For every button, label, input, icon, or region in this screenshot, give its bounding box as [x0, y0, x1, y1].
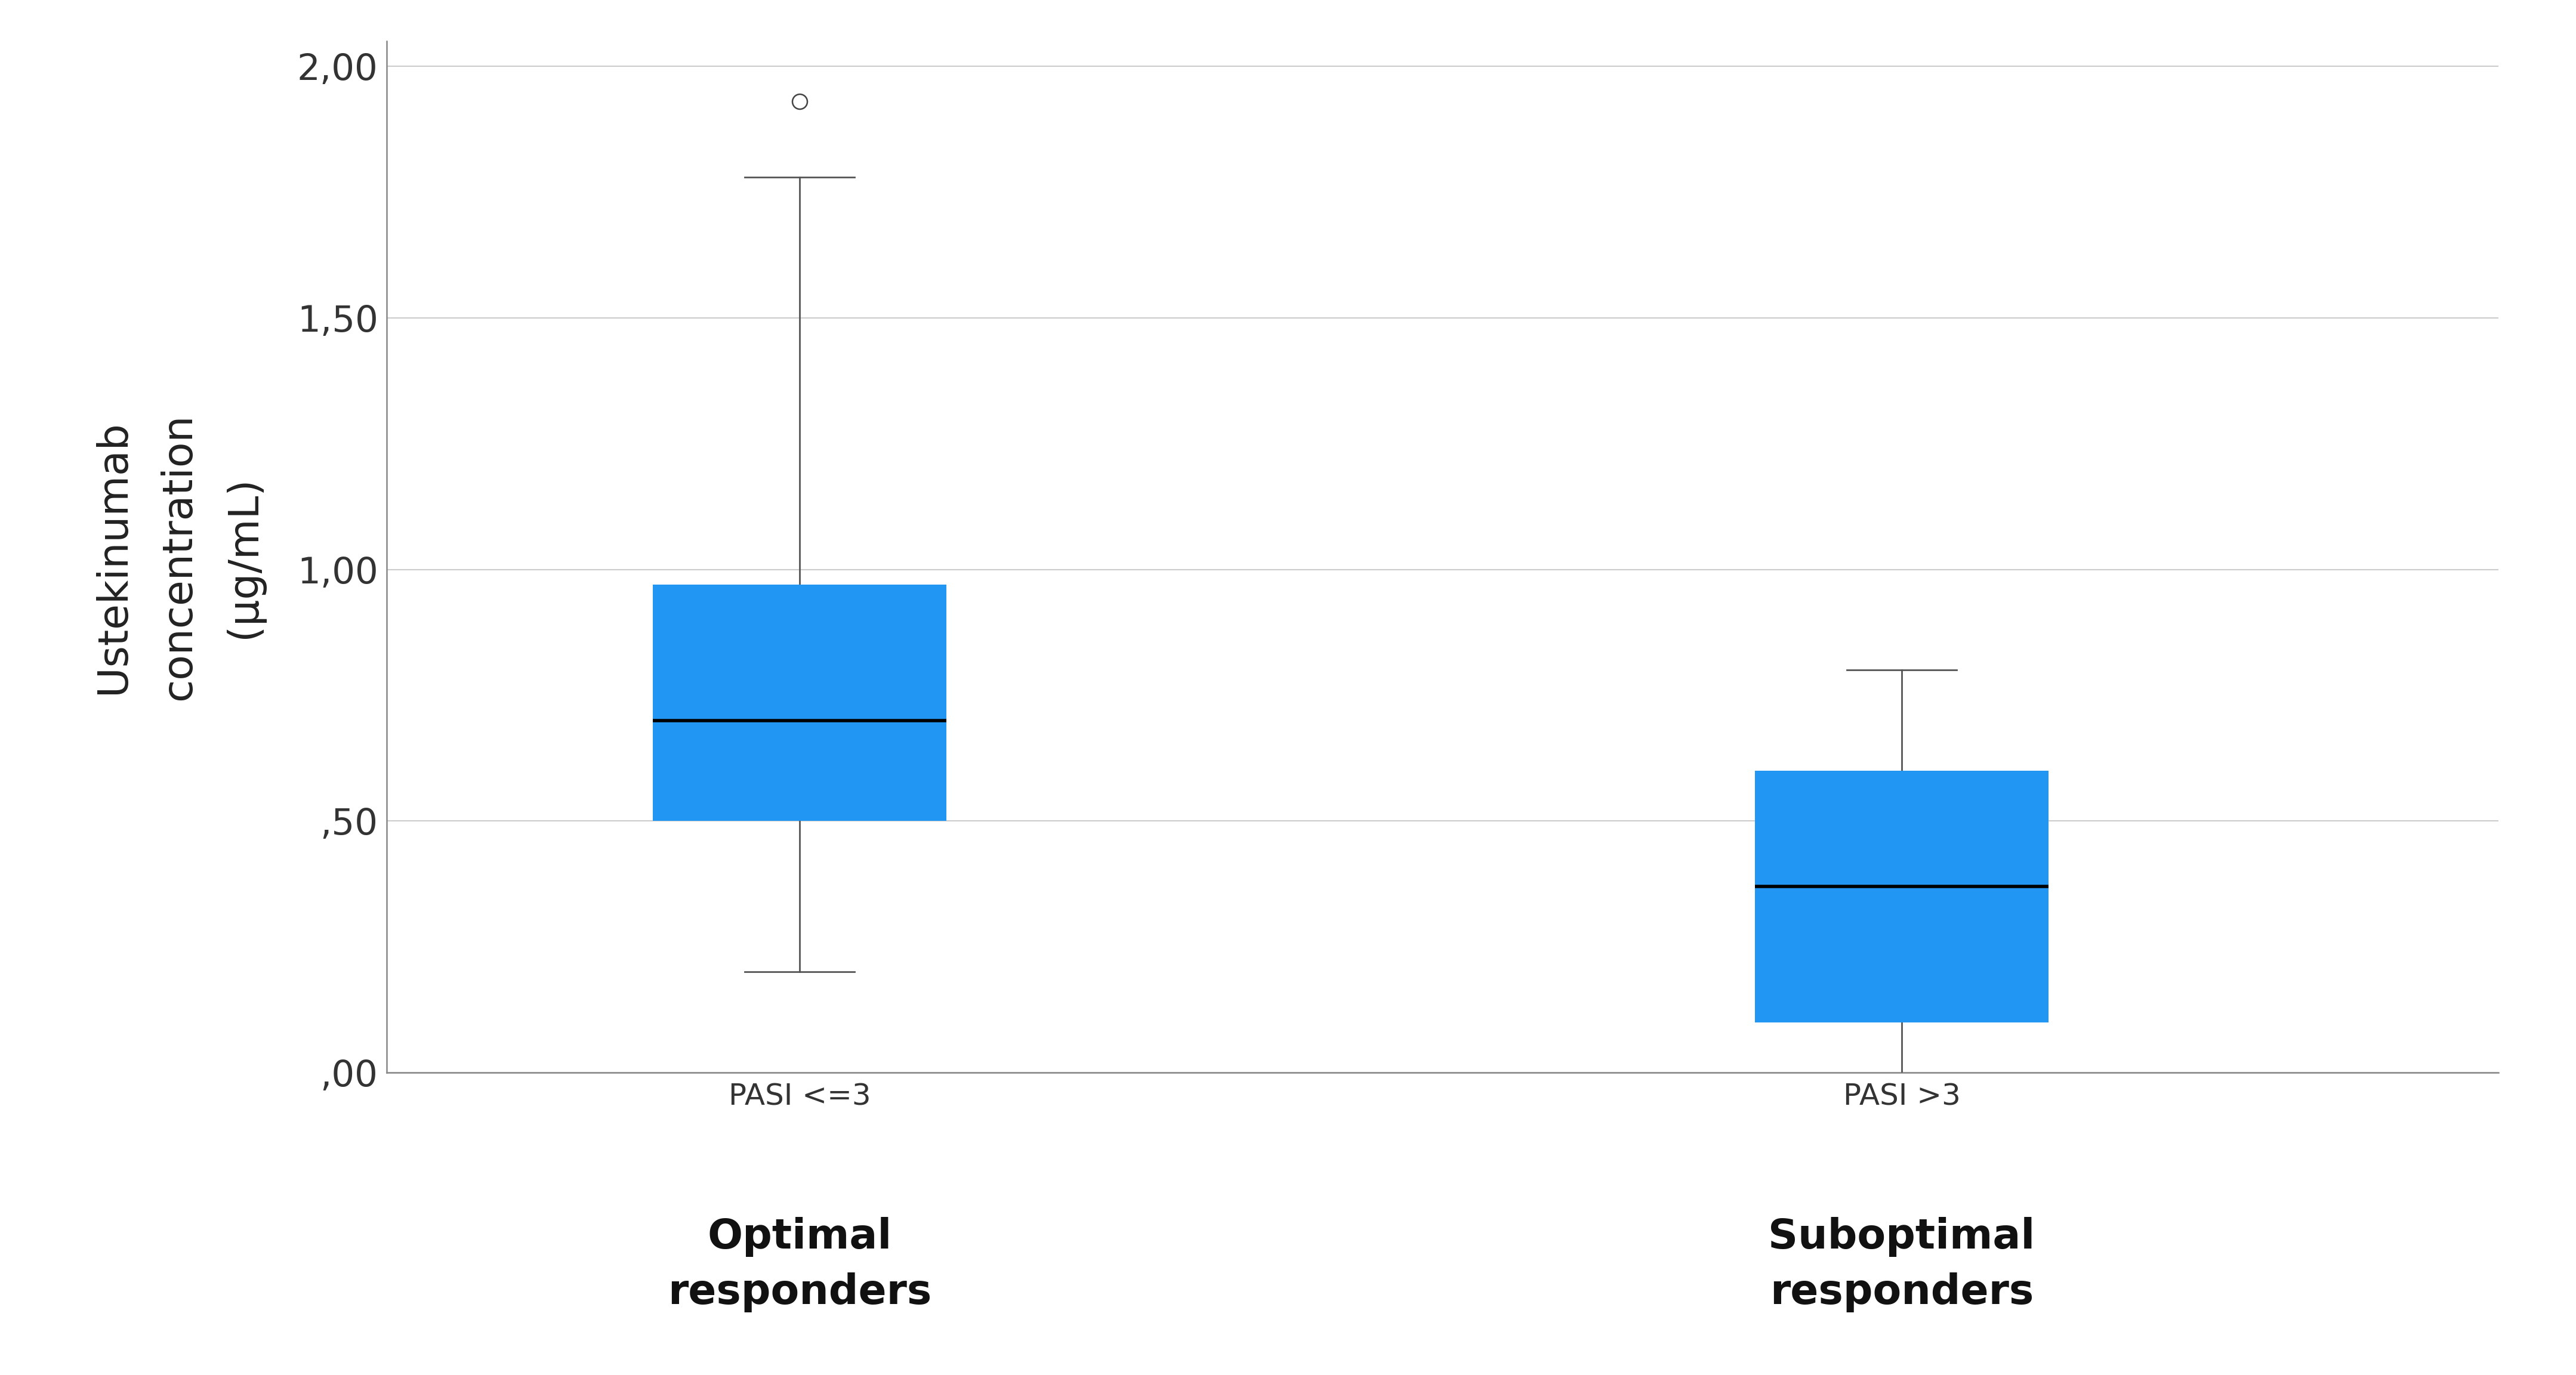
Text: Optimal
responders: Optimal responders [667, 1217, 933, 1313]
Y-axis label: Ustekinumab
concentration
(μg/mL): Ustekinumab concentration (μg/mL) [93, 414, 263, 700]
Bar [1754, 770, 2048, 1022]
Text: Suboptimal
responders: Suboptimal responders [1767, 1217, 2035, 1313]
Bar [652, 584, 945, 821]
